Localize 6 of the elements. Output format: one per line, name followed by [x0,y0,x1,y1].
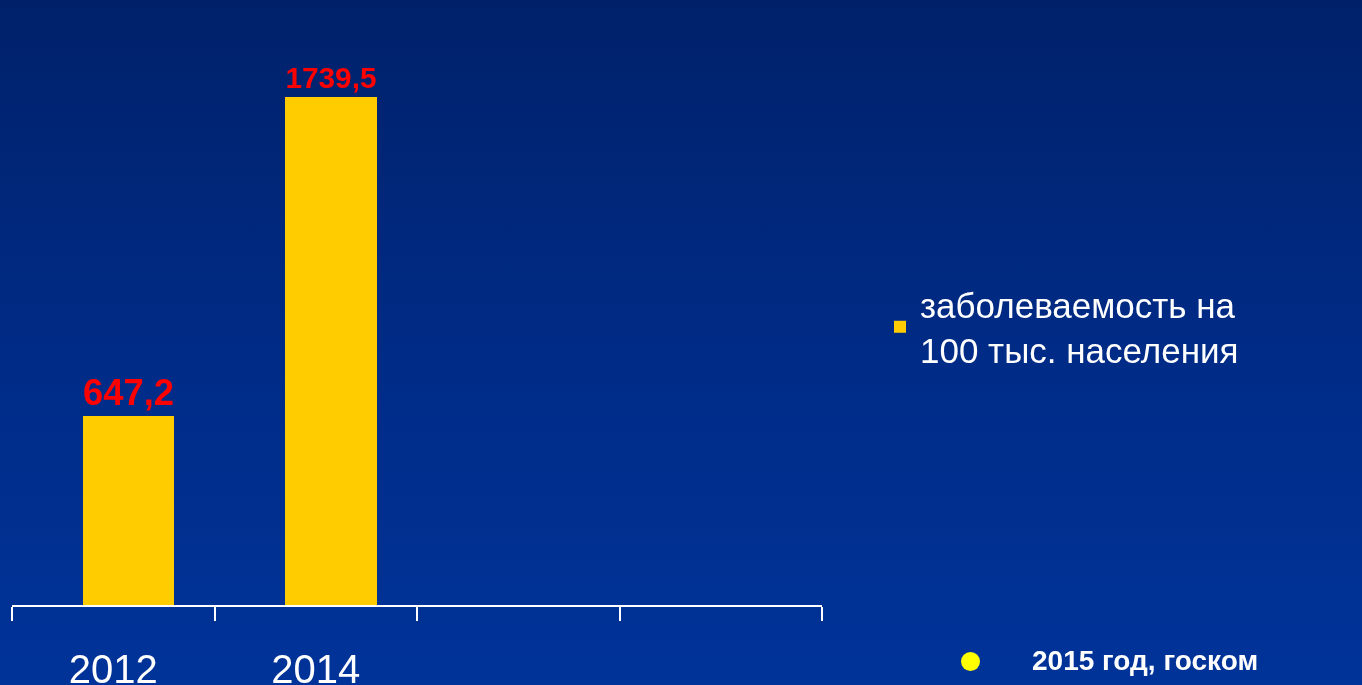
legend-label: заболеваемость на 100 тыс. населения [920,285,1239,371]
data-label: 647,2 [82,372,174,414]
text: 2015 год, госком [1032,645,1259,676]
x-tick-label: 2012 [68,647,158,685]
data-label: 1739,5 [285,60,377,94]
x-tick-label: 2014 [271,647,361,685]
